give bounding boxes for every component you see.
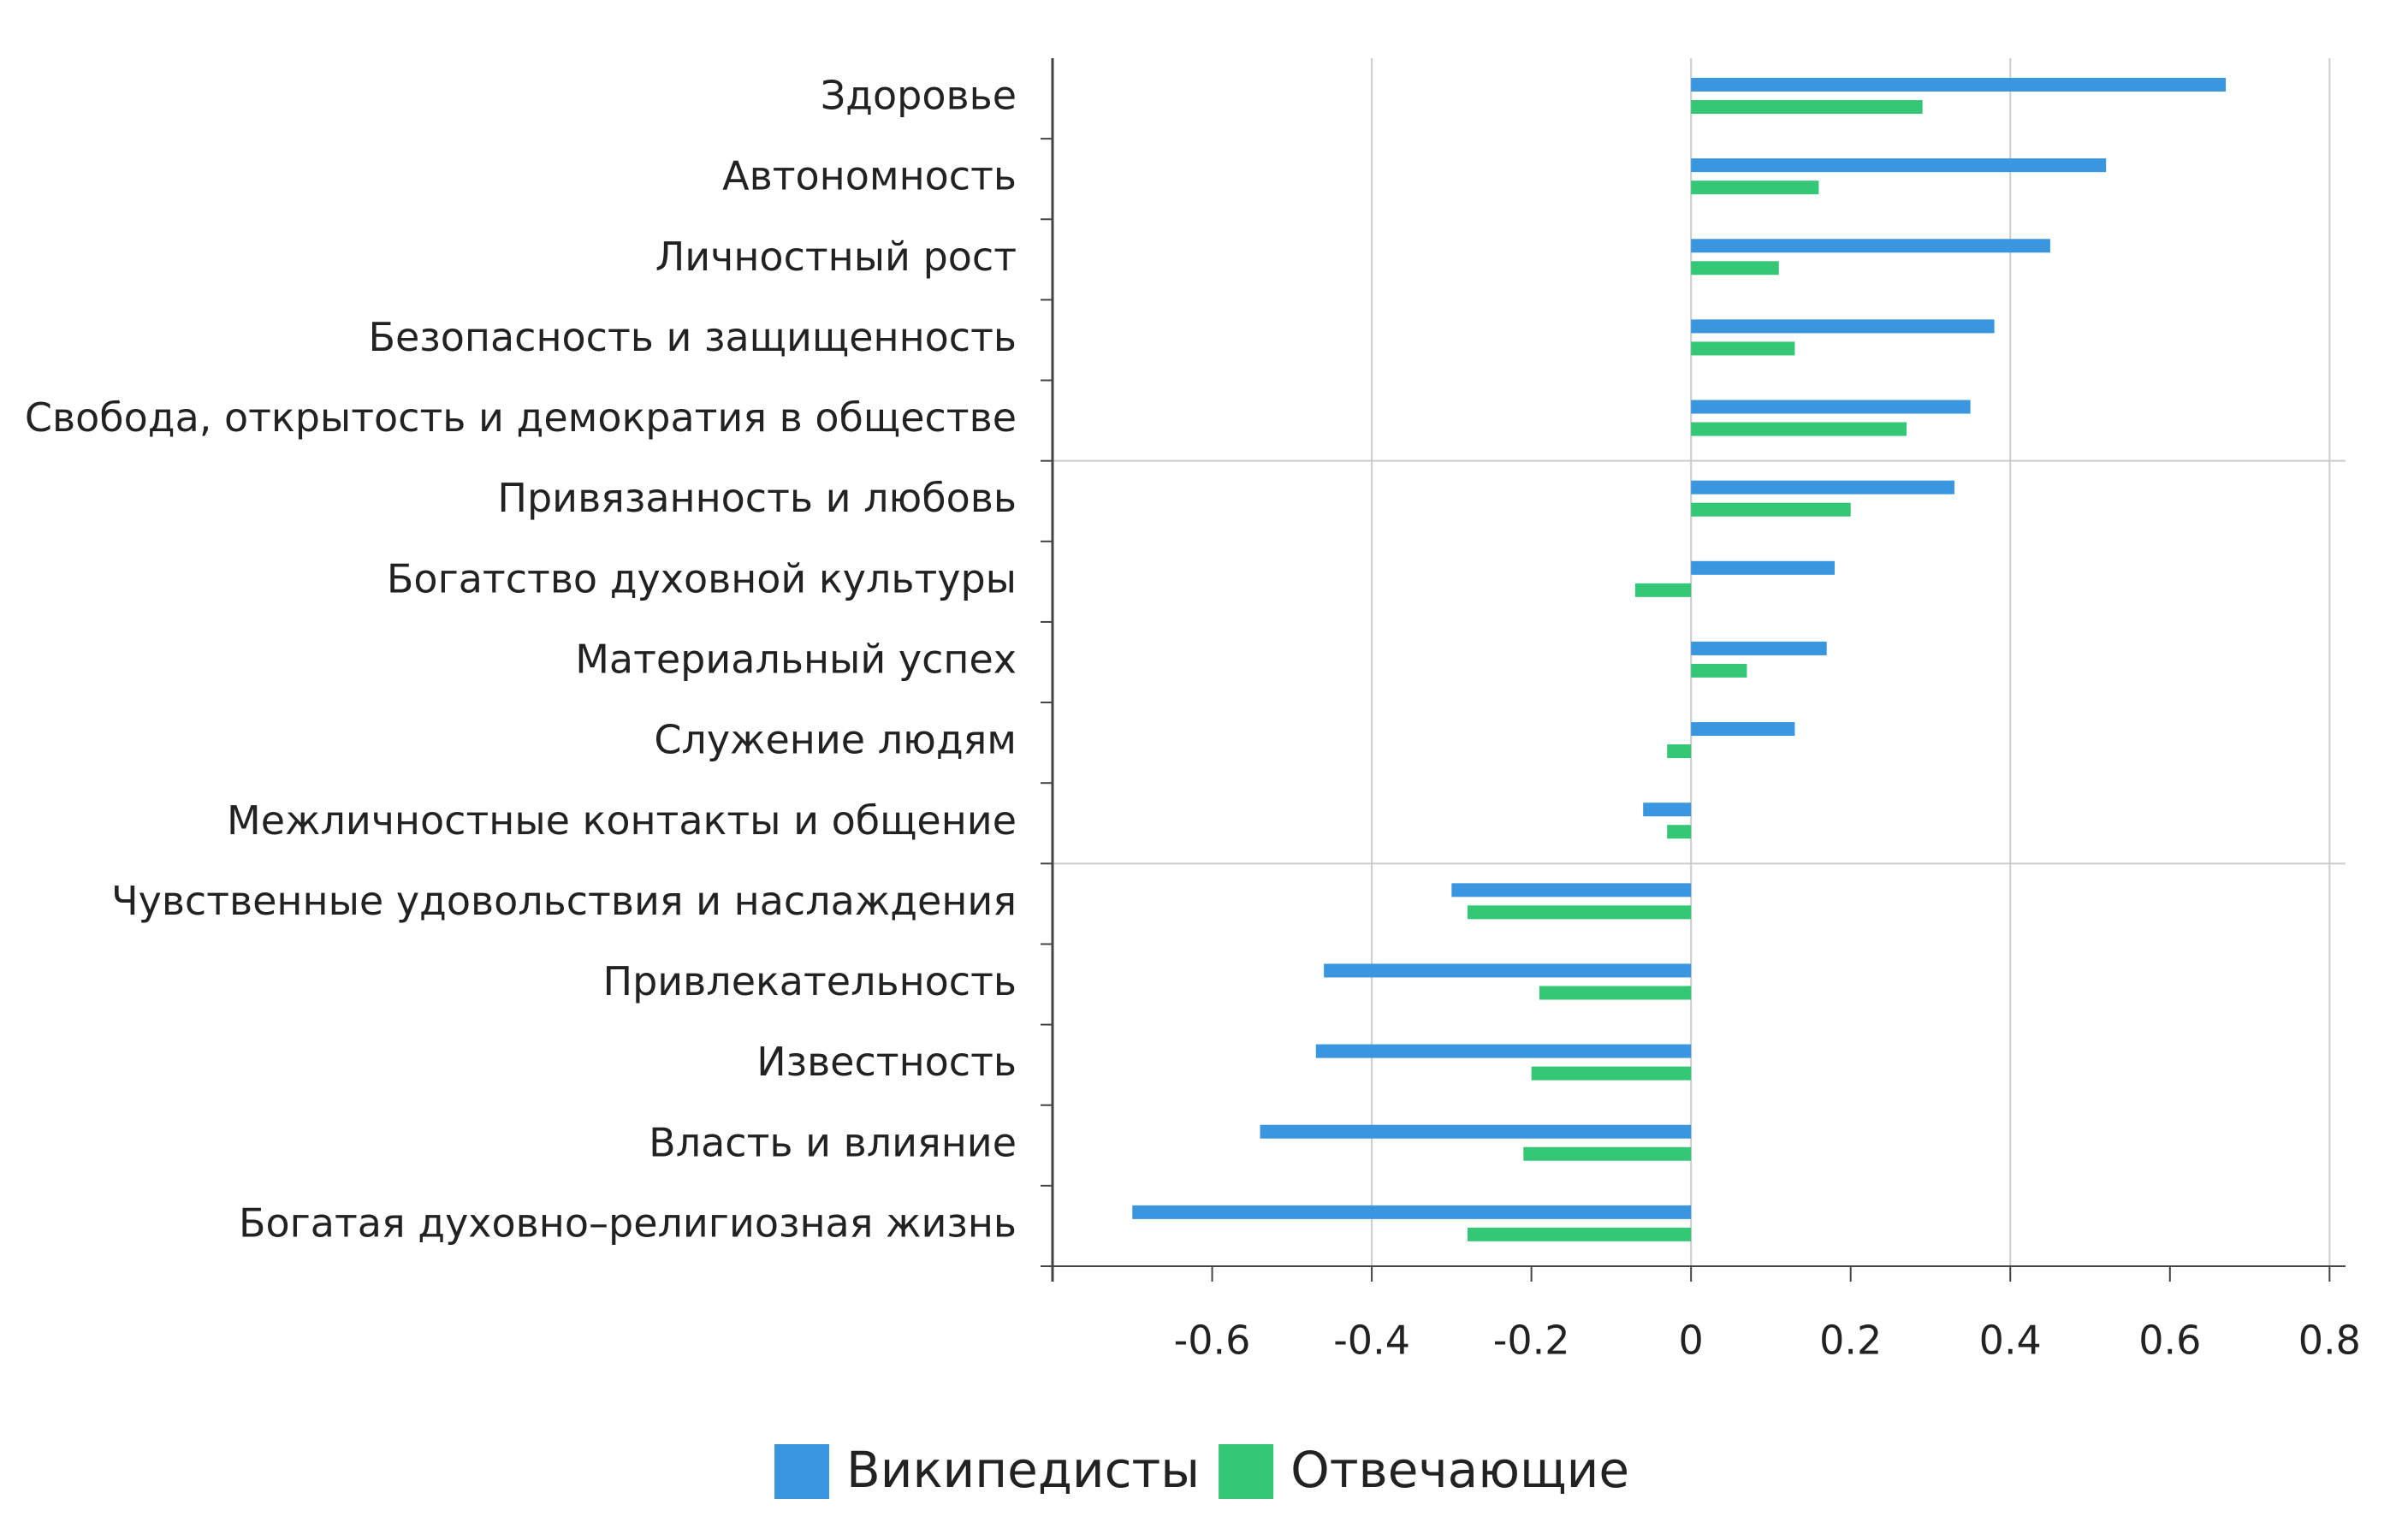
bar: [1539, 986, 1692, 1000]
bar: [1691, 400, 1971, 414]
x-tick-label: 0.4: [1979, 1318, 2042, 1364]
x-tick-label: 0.6: [2138, 1318, 2201, 1364]
bar: [1634, 583, 1692, 597]
bar: [1667, 825, 1692, 839]
y-tick-label: Богатство духовной культуры: [387, 555, 1017, 601]
legend-swatch: [774, 1444, 829, 1499]
y-tick-label: Привязанность и любовь: [497, 475, 1017, 521]
bar: [1691, 560, 1836, 575]
y-tick-label: Межличностные контакты и общение: [227, 797, 1017, 844]
y-tick-label: Известность: [756, 1039, 1017, 1085]
bar: [1691, 158, 2107, 173]
bar: [1468, 1227, 1692, 1241]
bar: [1691, 239, 2050, 253]
y-tick-label: Автономность: [722, 153, 1017, 199]
y-tick-label: Власть и влияние: [649, 1119, 1017, 1165]
bar: [1691, 100, 1923, 114]
bar: [1691, 502, 1851, 517]
y-tick-label: Богатая духовно–религиозная жизнь: [239, 1199, 1017, 1246]
bar: [1523, 1146, 1692, 1161]
bar: [1451, 883, 1692, 897]
bar: [1691, 480, 1954, 495]
bar: [1691, 261, 1779, 275]
bar: [1260, 1124, 1692, 1139]
bar: [1691, 722, 1795, 737]
bar: [1691, 181, 1819, 195]
legend-swatch: [1219, 1444, 1274, 1499]
x-tick-label: -0.6: [1174, 1318, 1251, 1364]
bar: [1324, 963, 1692, 978]
bar: [1667, 744, 1692, 759]
legend-label: Отвечающие: [1290, 1441, 1629, 1499]
y-tick-label: Безопасность и защищенность: [368, 314, 1017, 360]
y-tick-label: Служение людям: [654, 717, 1017, 763]
bar: [1691, 641, 1827, 655]
bar: [1643, 803, 1692, 817]
bar: [1691, 663, 1747, 678]
y-tick-label: Чувственные удовольствия и наслаждения: [111, 878, 1017, 924]
x-tick-label: 0.2: [1819, 1318, 1882, 1364]
bar: [1691, 319, 1995, 334]
x-tick-label: -0.4: [1333, 1318, 1410, 1364]
bar: [1691, 78, 2227, 92]
y-tick-label: Личностный рост: [655, 234, 1017, 280]
bar: [1315, 1044, 1692, 1058]
bar: [1691, 341, 1795, 356]
x-tick-label: -0.2: [1493, 1318, 1570, 1364]
y-tick-label: Свобода, открытость и демократия в общес…: [25, 394, 1017, 441]
legend-label: Википедисты: [846, 1441, 1200, 1499]
y-tick-label: Материальный успех: [575, 637, 1017, 683]
bar: [1468, 905, 1692, 920]
x-tick-label: 0.8: [2298, 1318, 2361, 1364]
bar: [1132, 1205, 1692, 1219]
y-tick-label: Привлекательность: [603, 958, 1017, 1004]
bar: [1691, 422, 1907, 436]
y-tick-label: Здоровье: [821, 73, 1017, 119]
x-tick-label: 0: [1679, 1318, 1704, 1364]
bar: [1531, 1066, 1692, 1081]
